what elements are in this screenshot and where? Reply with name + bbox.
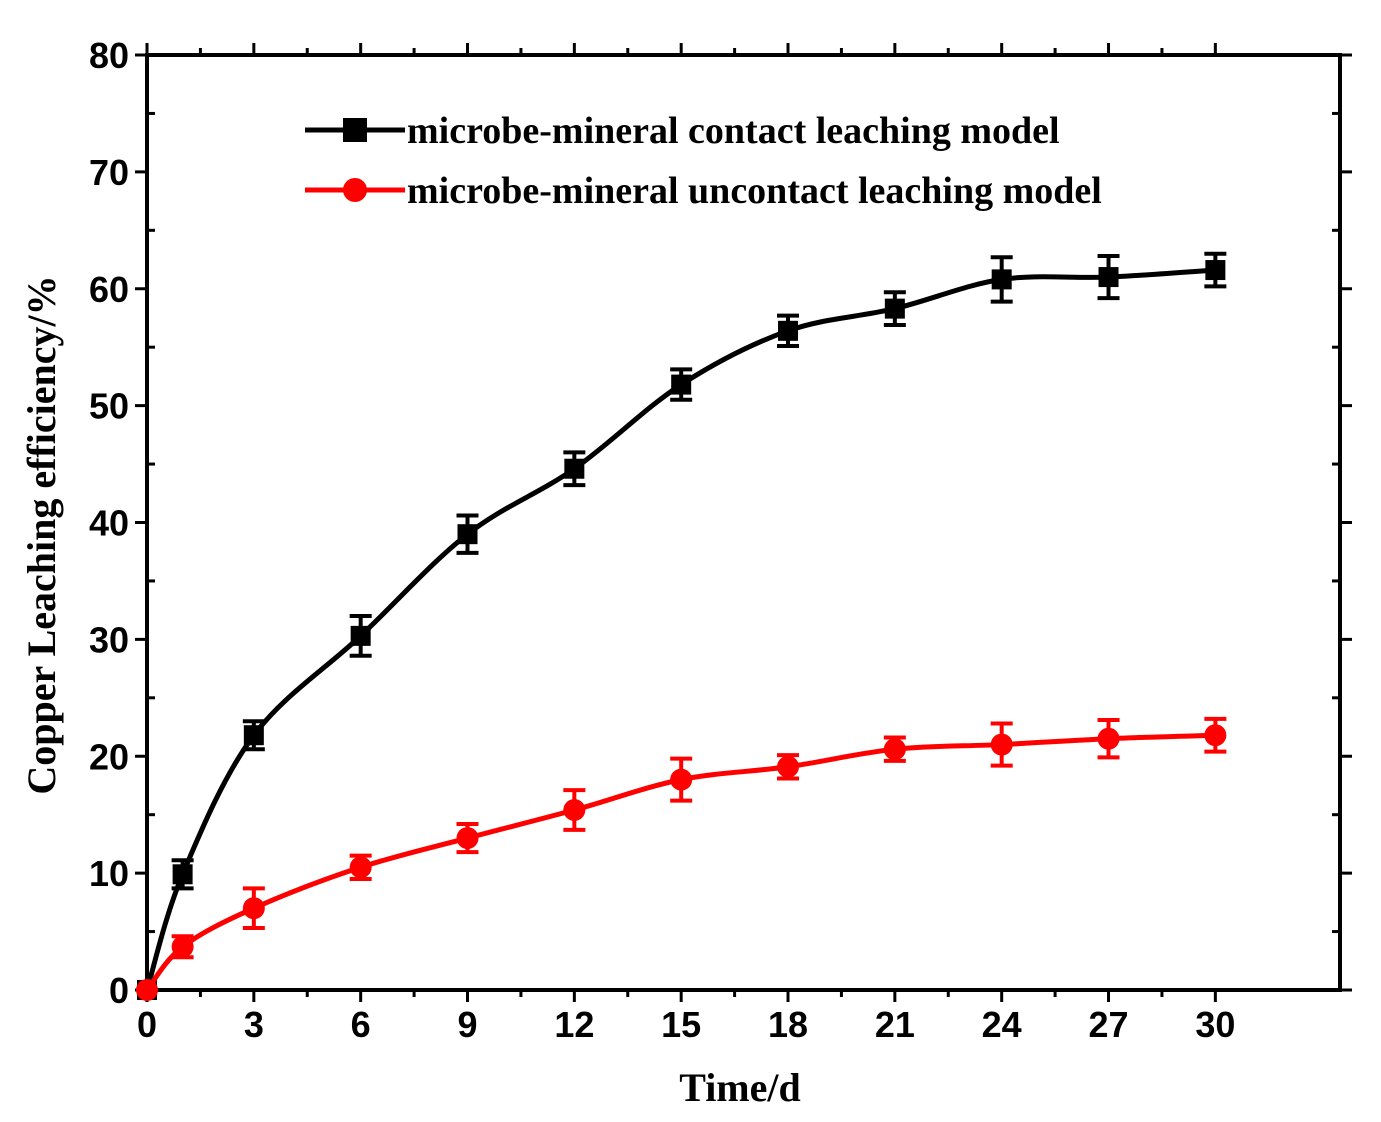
data-point — [883, 738, 906, 761]
data-point — [350, 625, 371, 646]
x-tick-label: 24 — [982, 1004, 1022, 1045]
legend-marker-uncontact — [343, 178, 367, 202]
x-tick-label: 30 — [1195, 1004, 1235, 1045]
legend-label-uncontact: microbe-mineral uncontact leaching model — [407, 170, 1102, 212]
x-tick-label: 3 — [244, 1004, 264, 1045]
x-tick-label: 18 — [768, 1004, 808, 1045]
y-tick-label: 70 — [89, 152, 129, 193]
legend: microbe-mineral contact leaching model m… — [305, 110, 1102, 212]
data-point — [243, 725, 264, 746]
y-axis-title: Copper Leaching efficiency/% — [19, 275, 64, 794]
y-tick-label: 20 — [89, 736, 129, 777]
data-point — [136, 979, 158, 1001]
data-point — [349, 856, 372, 879]
data-point — [564, 458, 585, 479]
x-tick-label: 15 — [661, 1004, 701, 1045]
data-point — [457, 524, 478, 545]
y-tick-label: 10 — [89, 853, 129, 894]
y-tick-label: 40 — [89, 503, 129, 544]
data-point — [670, 768, 693, 791]
y-tick-label: 50 — [89, 386, 129, 427]
x-tick-label: 12 — [554, 1004, 594, 1045]
legend-label-contact: microbe-mineral contact leaching model — [407, 110, 1060, 152]
data-point — [563, 799, 586, 822]
y-tick-label: 0 — [109, 970, 129, 1011]
x-tick-label: 9 — [457, 1004, 477, 1045]
x-tick-label: 27 — [1088, 1004, 1128, 1045]
y-tick-label: 60 — [89, 269, 129, 310]
data-point — [778, 320, 799, 341]
data-point — [1204, 724, 1227, 747]
data-point — [671, 374, 692, 395]
data-point — [884, 298, 905, 319]
x-tick-label: 21 — [875, 1004, 915, 1045]
data-point — [456, 827, 479, 850]
data-point — [242, 897, 265, 920]
y-tick-label: 80 — [89, 35, 129, 76]
data-point — [1097, 727, 1120, 750]
data-point — [1098, 267, 1119, 288]
data-point — [171, 935, 194, 958]
x-tick-label: 0 — [137, 1004, 157, 1045]
y-tick-label: 30 — [89, 619, 129, 660]
x-tick-label: 6 — [351, 1004, 371, 1045]
legend-marker-contact — [343, 118, 367, 142]
data-point — [172, 864, 193, 885]
data-point — [1205, 260, 1226, 281]
plot-area — [136, 251, 1227, 1001]
x-axis-title: Time/d — [679, 1065, 801, 1110]
data-point — [990, 733, 1013, 756]
data-point — [991, 269, 1012, 290]
series-uncontact — [136, 716, 1227, 1001]
data-point — [777, 755, 800, 778]
axes: 0 3 6 9 12 15 18 21 24 27 30 0 10 20 30 40 50 60 70 80 — [89, 35, 1352, 1045]
